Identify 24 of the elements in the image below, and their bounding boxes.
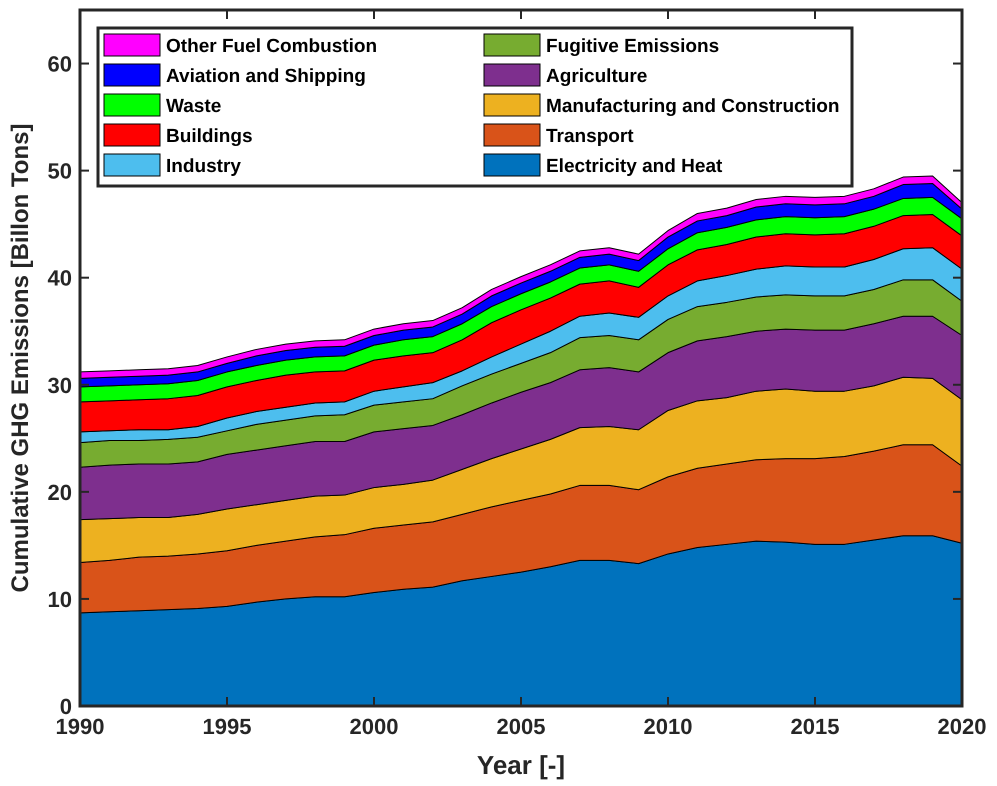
- legend-label: Industry: [166, 156, 242, 177]
- y-tick-label: 20: [48, 480, 72, 505]
- legend-label: Fugitive Emissions: [546, 36, 720, 57]
- x-tick-label: 1995: [202, 714, 252, 739]
- y-tick-label: 40: [48, 266, 72, 291]
- y-axis-title: Cumulative GHG Emissions [Billon Tons]: [7, 124, 34, 592]
- y-tick-label: 50: [48, 158, 72, 184]
- y-tick-label: 60: [48, 52, 72, 77]
- legend-label: Transport: [546, 126, 634, 147]
- legend-label: Buildings: [166, 126, 253, 147]
- x-axis-title: Year [-]: [476, 750, 566, 780]
- x-tick-label: 2020: [938, 714, 986, 739]
- legend-label: Aviation and Shipping: [166, 66, 366, 87]
- x-tick-label: 2010: [644, 714, 692, 739]
- x-tick-label: 2005: [496, 714, 546, 739]
- legend-label: Agriculture: [546, 66, 648, 87]
- legend-label: Waste: [166, 96, 222, 117]
- y-tick-label: 10: [48, 586, 72, 612]
- x-tick-label: 2015: [790, 714, 840, 739]
- legend-label: Electricity and Heat: [546, 156, 724, 177]
- legend-label: Other Fuel Combustion: [166, 36, 378, 57]
- y-tick-label: 30: [48, 372, 72, 398]
- legend-label: Manufacturing and Construction: [546, 96, 840, 117]
- x-tick-label: 2000: [350, 714, 398, 739]
